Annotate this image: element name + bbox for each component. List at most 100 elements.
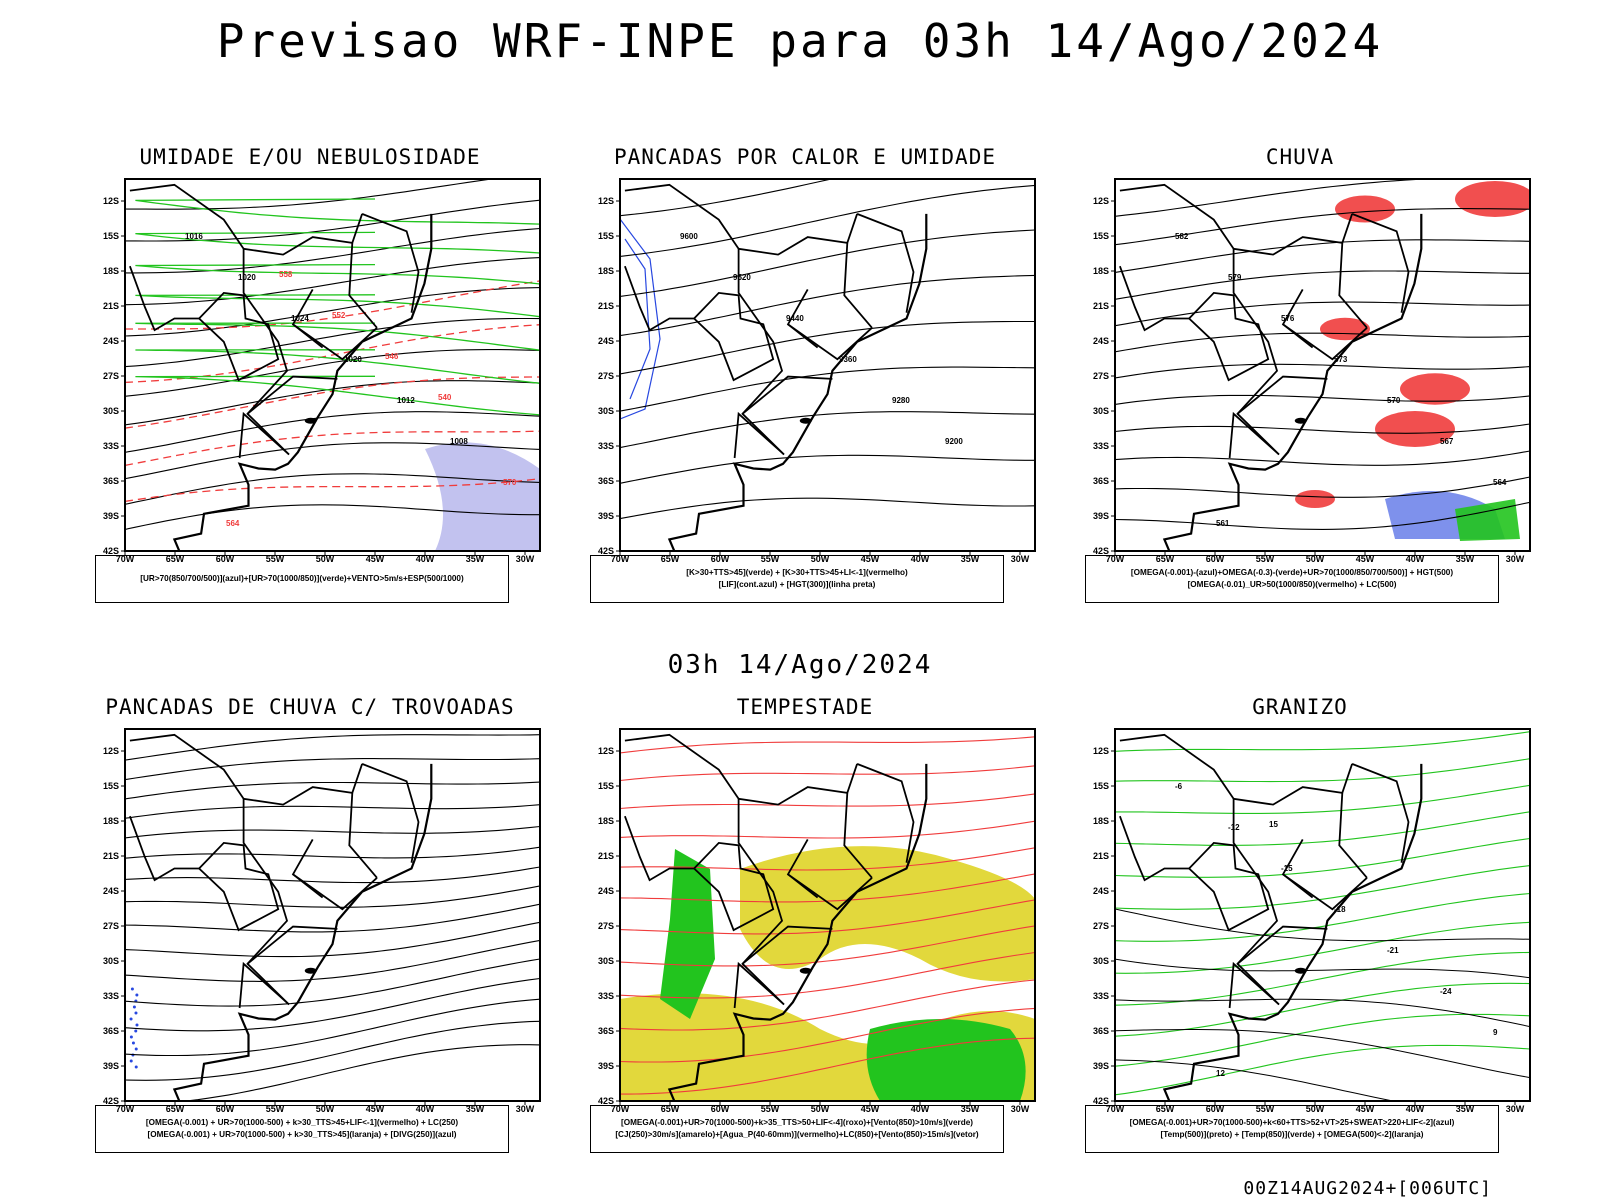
longitude-tick-label: 30W (1011, 554, 1030, 564)
legend-line: [OMEGA(-0.001)+UR>70(1000-500)+k<60+TTS>… (1086, 1117, 1498, 1129)
latitude-tick-label: 39S (103, 1061, 119, 1071)
latitude-tick-label: 39S (1093, 1061, 1109, 1071)
longitude-tick-label: 30W (1011, 1104, 1030, 1114)
panel-legend: [OMEGA(-0.001)+UR>70(1000-500)+k>35_TTS>… (590, 1105, 1004, 1153)
legend-line: [OMEGA(-0.001) + UR>70(1000-500) + k>30_… (96, 1117, 508, 1129)
map-panel-4: PANCADAS DE CHUVA C/ TROVOADAS 12S 15S 18S 2… (95, 695, 525, 1165)
latitude-tick-label: 18S (1093, 266, 1109, 276)
latitude-tick-label: 27S (103, 371, 119, 381)
contour-label: 1016 (185, 232, 203, 241)
contour-label: 9200 (945, 437, 963, 446)
contour-label: 12 (1216, 1069, 1225, 1078)
latitude-tick-label: 24S (103, 886, 119, 896)
contour-label: -24 (1440, 987, 1452, 996)
latitude-tick-label: 21S (598, 301, 614, 311)
panel-legend: [UR>70(850/700/500)](azul)+[UR>70(1000/8… (95, 555, 509, 603)
forecast-map: 96009520944093609280920012S15S18S21S24S2… (590, 175, 1050, 575)
latitude-tick-label: 27S (1093, 921, 1109, 931)
forecast-map: 582 579 576 573 570 567 564 561 12S 15S 18S 21S 24S 2… (1085, 175, 1545, 575)
latitude-tick-label: 24S (1093, 886, 1109, 896)
latitude-tick-label: 21S (103, 301, 119, 311)
latitude-tick-label: 21S (1093, 301, 1109, 311)
latitude-tick-label: 30S (598, 406, 614, 416)
legend-line: [CJ(250)>30m/s](amarelo)+[Agua_P(40-60mm… (591, 1129, 1003, 1141)
latitude-tick-label: 30S (103, 956, 119, 966)
latitude-tick-label: 18S (598, 266, 614, 276)
contour-label: 582 (1175, 232, 1189, 241)
contour-label: 1020 (344, 355, 362, 364)
longitude-tick-label: 30W (1506, 554, 1525, 564)
forecast-map: 12S 15S 18S 21S 24S 27S 30S 33S 36S 39S 42S70W 65W 6… (590, 725, 1050, 1125)
latitude-tick-label: 27S (103, 921, 119, 931)
latitude-tick-label: 21S (598, 851, 614, 861)
contour-label: 552 (332, 311, 346, 320)
longitude-tick-label: 30W (1506, 1104, 1525, 1114)
contour-label: 546 (385, 352, 399, 361)
contour-label: 1008 (450, 437, 468, 446)
map-panel-5: TEMPESTADE 12S 15S 18S 21S 24S 27S 30S 33S 36S 39S… (590, 695, 1020, 1165)
latitude-tick-label: 33S (598, 991, 614, 1001)
contour-label: 9280 (892, 396, 910, 405)
latitude-tick-label: 21S (1093, 851, 1109, 861)
latitude-tick-label: 18S (103, 816, 119, 826)
contour-label: 576 (1281, 314, 1295, 323)
contour-label: -18 (1334, 905, 1346, 914)
latitude-tick-label: 36S (103, 1026, 119, 1036)
latitude-tick-label: 27S (598, 371, 614, 381)
contour-label: 9360 (839, 355, 857, 364)
latitude-tick-label: 15S (103, 781, 119, 791)
panel-title: PANCADAS POR CALOR E UMIDADE (590, 145, 1020, 169)
latitude-tick-label: 39S (598, 1061, 614, 1071)
contour-label: 579 (1228, 273, 1242, 282)
latitude-tick-label: 36S (598, 476, 614, 486)
panel-title: CHUVA (1085, 145, 1515, 169)
latitude-tick-label: 39S (598, 511, 614, 521)
latitude-tick-label: 21S (103, 851, 119, 861)
latitude-tick-label: 27S (1093, 371, 1109, 381)
map-panel-6: GRANIZO -6 -12 -15 -18 -21 -24 9 12 15 12S 15S 18S 21… (1085, 695, 1515, 1165)
contour-label: -6 (1175, 782, 1183, 791)
latitude-tick-label: 15S (103, 231, 119, 241)
contour-label: 558 (279, 270, 293, 279)
legend-line: [OMEGA(-0.001)-(azul)+OMEGA(-0.3)-(verde… (1086, 567, 1498, 579)
latitude-tick-label: 36S (598, 1026, 614, 1036)
legend-line: [OMEGA(-0.001)+UR>70(1000-500)+k>35_TTS>… (591, 1117, 1003, 1129)
latitude-tick-label: 33S (103, 441, 119, 451)
latitude-tick-label: 12S (598, 196, 614, 206)
latitude-tick-label: 36S (1093, 476, 1109, 486)
latitude-tick-label: 33S (1093, 991, 1109, 1001)
longitude-tick-label: 30W (516, 554, 535, 564)
valid-time-title: 03h 14/Ago/2024 (0, 650, 1600, 680)
contour-label: 573 (1334, 355, 1348, 364)
contour-label: 570 (503, 478, 517, 487)
contour-label: 564 (226, 519, 240, 528)
latitude-tick-label: 12S (103, 746, 119, 756)
latitude-tick-label: 36S (1093, 1026, 1109, 1036)
legend-line: [OMEGA(-0.01)_UR>50(1000/850)(vermelho) … (1086, 579, 1498, 591)
latitude-tick-label: 12S (598, 746, 614, 756)
latitude-tick-label: 30S (1093, 956, 1109, 966)
contour-label: 540 (438, 393, 452, 402)
panel-title: UMIDADE E/OU NEBULOSIDADE (95, 145, 525, 169)
legend-line: [OMEGA(-0.001) + UR>70(1000-500) + k>30_… (96, 1129, 508, 1141)
map-panel-2: PANCADAS POR CALOR E UMIDADE 9600 9520 9440… (590, 145, 1020, 615)
latitude-tick-label: 15S (1093, 231, 1109, 241)
latitude-tick-label: 24S (103, 336, 119, 346)
panel-legend: [OMEGA(-0.001)+UR>70(1000-500)+k<60+TTS>… (1085, 1105, 1499, 1153)
contour-label: 1024 (291, 314, 309, 323)
contour-label: 564 (1493, 478, 1507, 487)
panel-legend: [K>30+TTS>45](verde) + [K>30+TTS>45+LI<-… (590, 555, 1004, 603)
legend-line: [UR>70(850/700/500)](azul)+[UR>70(1000/8… (96, 573, 508, 585)
latitude-tick-label: 18S (598, 816, 614, 826)
latitude-tick-label: 30S (103, 406, 119, 416)
legend-line: [LIF](cont.azul) + [HGT(300)](linha pret… (591, 579, 1003, 591)
latitude-tick-label: 15S (598, 781, 614, 791)
contour-label: -12 (1228, 823, 1240, 832)
latitude-tick-label: 18S (103, 266, 119, 276)
contour-label: 9520 (733, 273, 751, 282)
latitude-tick-label: 18S (1093, 816, 1109, 826)
legend-line: [K>30+TTS>45](verde) + [K>30+TTS>45+LI<-… (591, 567, 1003, 579)
latitude-tick-label: 39S (103, 511, 119, 521)
main-title: Previsao WRF-INPE para 03h 14/Ago/2024 (0, 14, 1600, 68)
contour-label: 15 (1269, 820, 1278, 829)
